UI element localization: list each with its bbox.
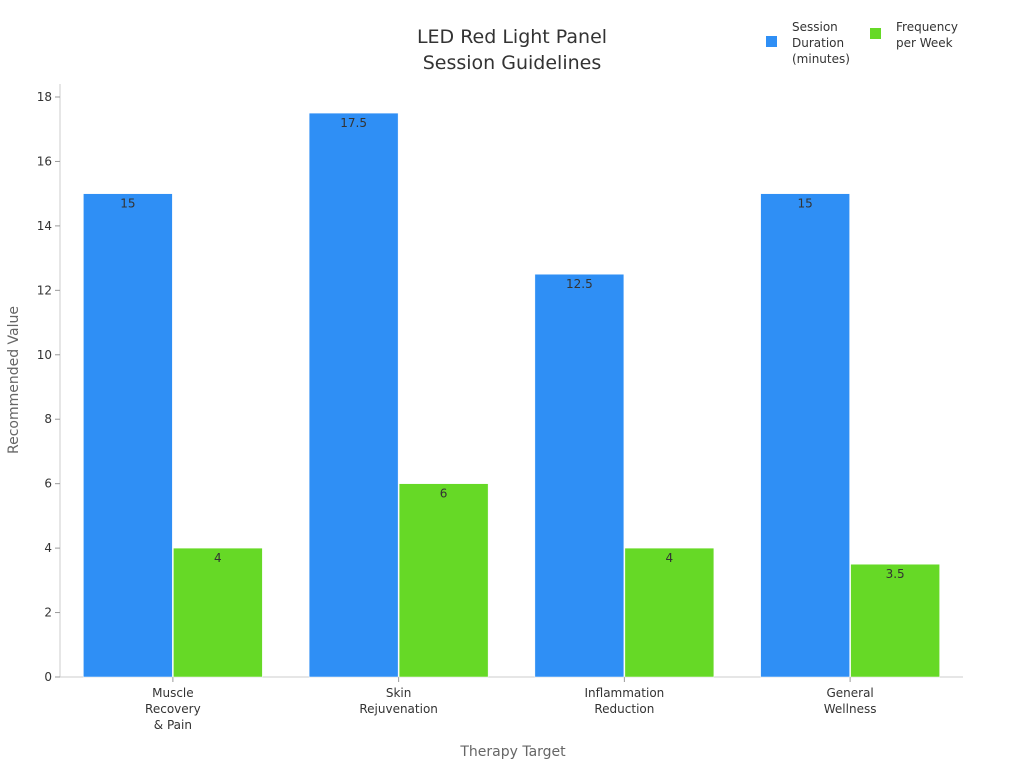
y-tick-label: 8	[44, 412, 52, 426]
bar	[850, 563, 940, 678]
x-tick-label: & Pain	[154, 718, 192, 732]
x-tick-label: Wellness	[824, 702, 877, 716]
bar	[624, 547, 715, 678]
y-tick-label: 12	[37, 283, 52, 297]
y-tick-label: 0	[44, 670, 52, 684]
x-tick-label: Inflammation	[584, 686, 664, 700]
data-label: 17.5	[340, 116, 367, 130]
y-tick-label: 4	[44, 541, 52, 555]
title-line: Session Guidelines	[423, 52, 602, 74]
x-tick-label: Recovery	[145, 702, 201, 716]
x-axis-label: Therapy Target	[459, 744, 566, 760]
legend-label: per Week	[896, 36, 953, 50]
data-label: 3.5	[886, 567, 905, 581]
y-tick-label: 2	[44, 606, 52, 620]
x-tick-label: Rejuvenation	[359, 702, 438, 716]
y-tick-label: 14	[37, 219, 52, 233]
legend-label: Session	[792, 20, 838, 34]
data-label: 6	[440, 487, 448, 501]
bar	[308, 112, 399, 678]
bar	[534, 273, 625, 678]
y-axis-label: Recommended Value	[6, 306, 22, 454]
axes: 0 2 4 6 8 10 12 14 16 18 Muscle Recovery & Pain Skin R…	[37, 84, 963, 732]
y-tick-label: 16	[37, 154, 52, 168]
data-label: 4	[214, 551, 222, 565]
x-tick-label: General	[826, 686, 873, 700]
data-label: 15	[797, 197, 812, 211]
x-tick-label: Skin	[386, 686, 412, 700]
legend-label: Frequency	[896, 20, 958, 34]
legend-swatch	[766, 36, 777, 47]
bar	[83, 193, 173, 678]
y-tick-label: 6	[44, 477, 52, 491]
legend-label: (minutes)	[792, 52, 850, 66]
legend-label: Duration	[792, 36, 844, 50]
title-line: LED Red Light Panel	[417, 26, 607, 48]
legend: Session Duration (minutes) Frequency per Wee…	[766, 20, 958, 66]
data-label: 15	[120, 197, 135, 211]
bar	[760, 193, 850, 678]
legend-swatch	[870, 28, 881, 39]
data-label: 4	[666, 551, 674, 565]
y-tick-label: 18	[37, 90, 52, 104]
x-tick-label: Muscle	[152, 686, 194, 700]
y-tick-label: 10	[37, 348, 52, 362]
x-tick-label: Reduction	[594, 702, 654, 716]
bar	[398, 483, 489, 678]
bars: 15 4 17.5 6 12.5 4 15 3.5	[83, 112, 940, 678]
bar	[173, 547, 263, 678]
chart-title: LED Red Light Panel Session Guidelines	[417, 26, 607, 74]
data-label: 12.5	[566, 277, 593, 291]
